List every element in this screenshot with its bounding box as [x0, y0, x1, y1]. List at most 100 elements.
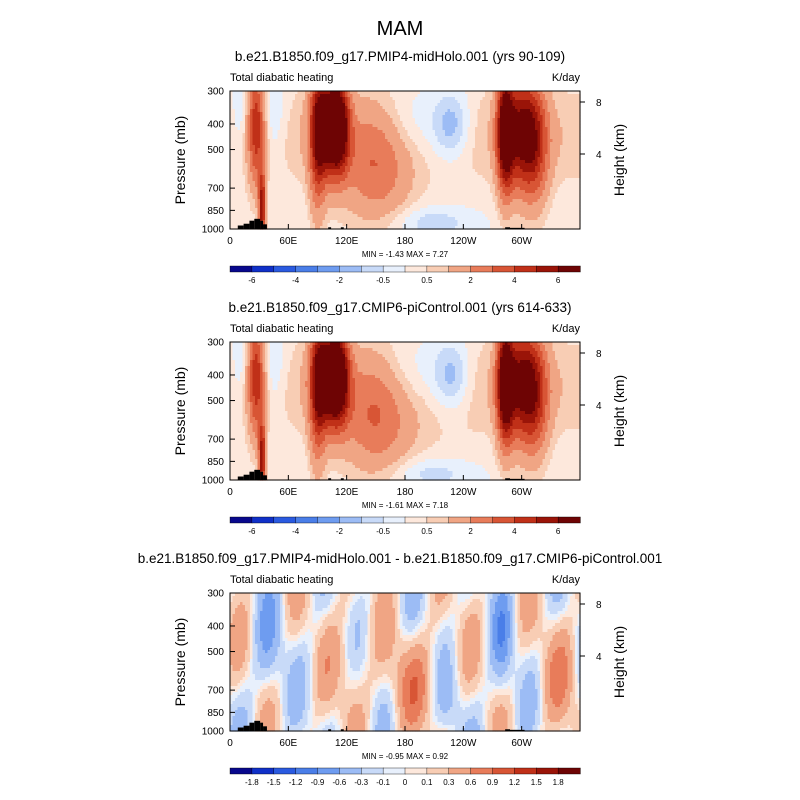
contour-cell — [485, 166, 489, 170]
contour-cell — [290, 94, 294, 98]
contour-cell — [455, 214, 459, 218]
contour-cell — [382, 118, 386, 122]
contour-cell — [245, 157, 249, 161]
contour-cell — [252, 121, 256, 125]
contour-cell — [392, 208, 396, 212]
contour-cell — [280, 214, 284, 218]
contour-cell — [277, 127, 281, 131]
contour-cell — [407, 211, 411, 215]
contour-cell — [435, 205, 439, 209]
contour-cell — [307, 139, 311, 143]
contour-cell — [440, 217, 444, 221]
contour-cell — [267, 163, 271, 167]
contour-cell — [255, 106, 259, 110]
contour-cell — [432, 91, 436, 95]
contour-cell — [412, 94, 416, 98]
contour-cell — [372, 220, 376, 224]
contour-cell — [382, 214, 386, 218]
contour-cell — [422, 142, 426, 146]
contour-cell — [310, 121, 314, 125]
contour-cell — [310, 94, 314, 98]
contour-cell — [400, 190, 404, 194]
contour-cell — [325, 184, 329, 188]
contour-cell — [305, 226, 309, 230]
contour-cell — [482, 109, 486, 113]
contour-cell — [242, 166, 246, 170]
contour-cell — [352, 157, 356, 161]
contour-cell — [465, 226, 469, 230]
contour-cell — [257, 103, 261, 107]
contour-cell — [485, 127, 489, 131]
contour-cell — [460, 127, 464, 131]
contour-cell — [267, 133, 271, 137]
contour-cell — [417, 97, 421, 101]
contour-cell — [442, 109, 446, 113]
contour-cell — [480, 133, 484, 137]
contour-cell — [457, 217, 461, 221]
contour-cell — [380, 127, 384, 131]
contour-cell — [330, 184, 334, 188]
contour-cell — [282, 109, 286, 113]
contour-cell — [380, 97, 384, 101]
contour-cell — [395, 130, 399, 134]
contour-cell — [375, 136, 379, 140]
contour-cell — [377, 217, 381, 221]
contour-cell — [385, 157, 389, 161]
contour-cell — [257, 187, 261, 191]
contour-cell — [265, 124, 269, 128]
contour-cell — [485, 175, 489, 179]
contour-cell — [455, 166, 459, 170]
contour-cell — [482, 166, 486, 170]
contour-cell — [257, 157, 261, 161]
contour-cell — [437, 121, 441, 125]
contour-cell — [385, 112, 389, 116]
contour-cell — [427, 193, 431, 197]
contour-cell — [332, 211, 336, 215]
contour-cell — [490, 172, 494, 176]
contour-cell — [385, 118, 389, 122]
contour-cell — [247, 121, 251, 125]
contour-cell — [330, 157, 334, 161]
contour-cell — [475, 142, 479, 146]
contour-cell — [475, 163, 479, 167]
contour-cell — [405, 97, 409, 101]
contour-cell — [460, 154, 464, 158]
contour-cell — [250, 100, 254, 104]
contour-cell — [485, 139, 489, 143]
contour-cell — [440, 172, 444, 176]
contour-cell — [422, 151, 426, 155]
contour-cell — [297, 202, 301, 206]
contour-cell — [260, 163, 264, 167]
contour-cell — [412, 184, 416, 188]
contour-cell — [320, 181, 324, 185]
contour-cell — [367, 142, 371, 146]
contour-cell — [427, 136, 431, 140]
contour-cell — [260, 190, 264, 194]
contour-cell — [415, 217, 419, 221]
contour-cell — [452, 100, 456, 104]
contour-cell — [247, 166, 251, 170]
contour-cell — [230, 193, 234, 197]
contour-cell — [287, 97, 291, 101]
contour-cell — [330, 211, 334, 215]
contour-cell — [247, 94, 251, 98]
contour-cell — [452, 211, 456, 215]
contour-cell — [450, 103, 454, 107]
contour-cell — [257, 208, 261, 212]
contour-cell — [255, 172, 259, 176]
contour-cell — [475, 202, 479, 206]
contour-cell — [345, 217, 349, 221]
contour-cell — [237, 148, 241, 152]
contour-cell — [402, 115, 406, 119]
contour-cell — [320, 220, 324, 224]
contour-cell — [295, 199, 299, 203]
contour-cell — [370, 133, 374, 137]
contour-cell — [287, 106, 291, 110]
contour-cell — [315, 154, 319, 158]
contour-cell — [497, 199, 501, 203]
contour-cell — [412, 175, 416, 179]
contour-cell — [397, 148, 401, 152]
contour-cell — [257, 217, 261, 221]
contour-cell — [490, 223, 494, 227]
contour-cell — [380, 118, 384, 122]
